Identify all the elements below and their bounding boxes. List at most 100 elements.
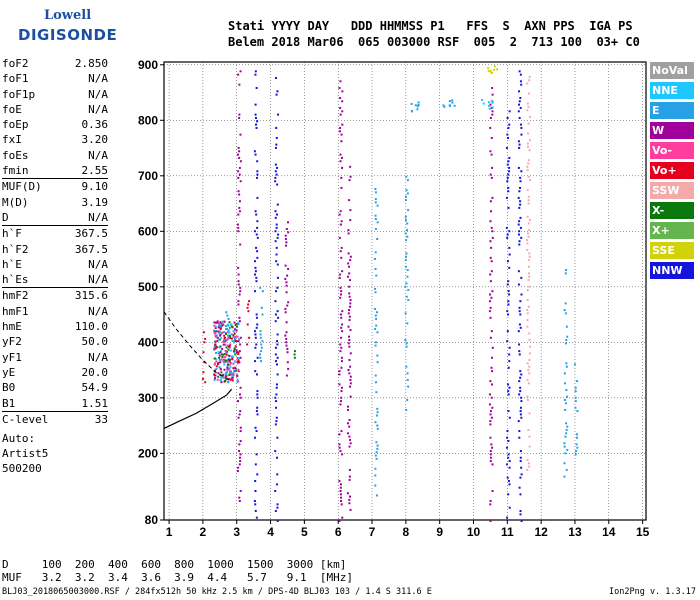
echo-dot <box>489 380 492 383</box>
echo-dot <box>528 79 531 82</box>
echo-dot <box>276 363 279 366</box>
echo-dot <box>481 98 484 101</box>
echo-dot <box>202 351 205 354</box>
echo-dot <box>230 374 233 377</box>
echo-dot <box>277 233 280 236</box>
echo-dot <box>348 315 351 318</box>
echo-dot <box>575 450 578 453</box>
param-label: C-level <box>2 412 49 426</box>
echo-dot <box>406 275 409 278</box>
echo-dot <box>526 398 529 401</box>
param-value: 110.0 <box>74 320 108 334</box>
echo-dot <box>254 153 257 156</box>
echo-dot <box>276 236 279 239</box>
echo-dot <box>203 341 206 344</box>
echo-dot <box>405 365 408 368</box>
x-tick-label: 8 <box>403 525 410 539</box>
echo-dot <box>527 382 530 385</box>
auto-code: 500200 <box>2 462 42 476</box>
echo-dot <box>520 373 523 376</box>
echo-dot <box>227 363 230 366</box>
param-label: foF1p <box>2 87 36 101</box>
echo-dot <box>229 366 232 369</box>
echo-dot <box>274 290 277 293</box>
echo-dot <box>286 351 289 354</box>
echo-dot <box>275 226 278 229</box>
echo-dot <box>238 116 241 119</box>
echo-dot <box>232 329 235 332</box>
echo-dot <box>527 122 530 125</box>
param-label: fmin <box>2 164 29 178</box>
echo-dot <box>215 358 218 361</box>
echo-dot <box>215 360 218 363</box>
echo-dot <box>222 323 225 326</box>
echo-dot <box>254 333 257 336</box>
echo-dot <box>236 153 239 156</box>
auto-label: Auto: <box>2 432 36 446</box>
echo-dot <box>518 343 521 346</box>
echo-dot <box>287 267 290 270</box>
param-label: hmE <box>2 320 22 334</box>
echo-dot <box>375 391 378 394</box>
echo-dot <box>253 436 256 439</box>
echo-dot <box>526 189 529 192</box>
echo-dot <box>217 363 220 366</box>
logo-digisonde: DIGISONDE <box>18 26 118 44</box>
echo-dot <box>517 420 520 423</box>
echo-dot <box>508 293 511 296</box>
echo-dot <box>416 108 419 111</box>
echo-dot <box>490 226 493 229</box>
echo-dot <box>348 498 351 501</box>
echo-dot <box>507 206 510 209</box>
echo-dot <box>506 233 509 236</box>
echo-dot <box>508 166 511 169</box>
echo-dot <box>507 136 510 139</box>
param-value: 33 <box>94 412 108 426</box>
echo-dot <box>285 341 288 344</box>
echo-dot <box>339 160 342 163</box>
echo-dot <box>518 306 521 309</box>
echo-dot <box>490 383 493 386</box>
digisonde-logo: Lowell DIGISONDE <box>4 6 124 50</box>
echo-dot <box>220 358 223 361</box>
echo-dot <box>229 343 232 346</box>
echo-dot <box>218 323 221 326</box>
echo-dot <box>565 365 568 368</box>
echo-dot <box>489 69 492 72</box>
echo-dot <box>507 173 510 176</box>
echo-dot <box>347 252 350 255</box>
echo-dot <box>526 109 529 112</box>
echo-dot <box>348 425 351 428</box>
echo-dot <box>238 210 241 213</box>
x-tick-label: 3 <box>233 525 240 539</box>
echo-dot <box>226 323 229 326</box>
echo-dot <box>225 352 228 355</box>
echo-dot <box>256 413 259 416</box>
echo-dot <box>237 283 240 286</box>
echo-dot <box>490 106 493 109</box>
echo-dot <box>224 338 227 341</box>
echo-dot <box>574 396 577 399</box>
echo-dot <box>507 366 510 369</box>
echo-dot <box>376 424 379 427</box>
echo-dot <box>228 374 231 377</box>
echo-dot <box>374 287 377 290</box>
param-value: N/A <box>88 257 108 271</box>
echo-dot <box>487 70 490 73</box>
echo-dot <box>255 453 258 456</box>
electron-density-profile <box>163 388 233 429</box>
echo-dot <box>490 416 493 419</box>
echo-dot <box>404 339 407 342</box>
echo-dot <box>338 480 341 483</box>
echo-dot <box>254 370 257 373</box>
x-tick-label: 11 <box>501 525 514 539</box>
echo-dot <box>526 215 529 218</box>
x-tick-label: 6 <box>335 525 342 539</box>
echo-dot <box>506 476 509 479</box>
param-value: 2.55 <box>81 164 109 178</box>
echo-dot <box>527 92 530 95</box>
echo-dot <box>376 411 379 414</box>
echo-dot <box>405 345 408 348</box>
echo-dot <box>238 413 241 416</box>
echo-dot <box>376 331 379 334</box>
